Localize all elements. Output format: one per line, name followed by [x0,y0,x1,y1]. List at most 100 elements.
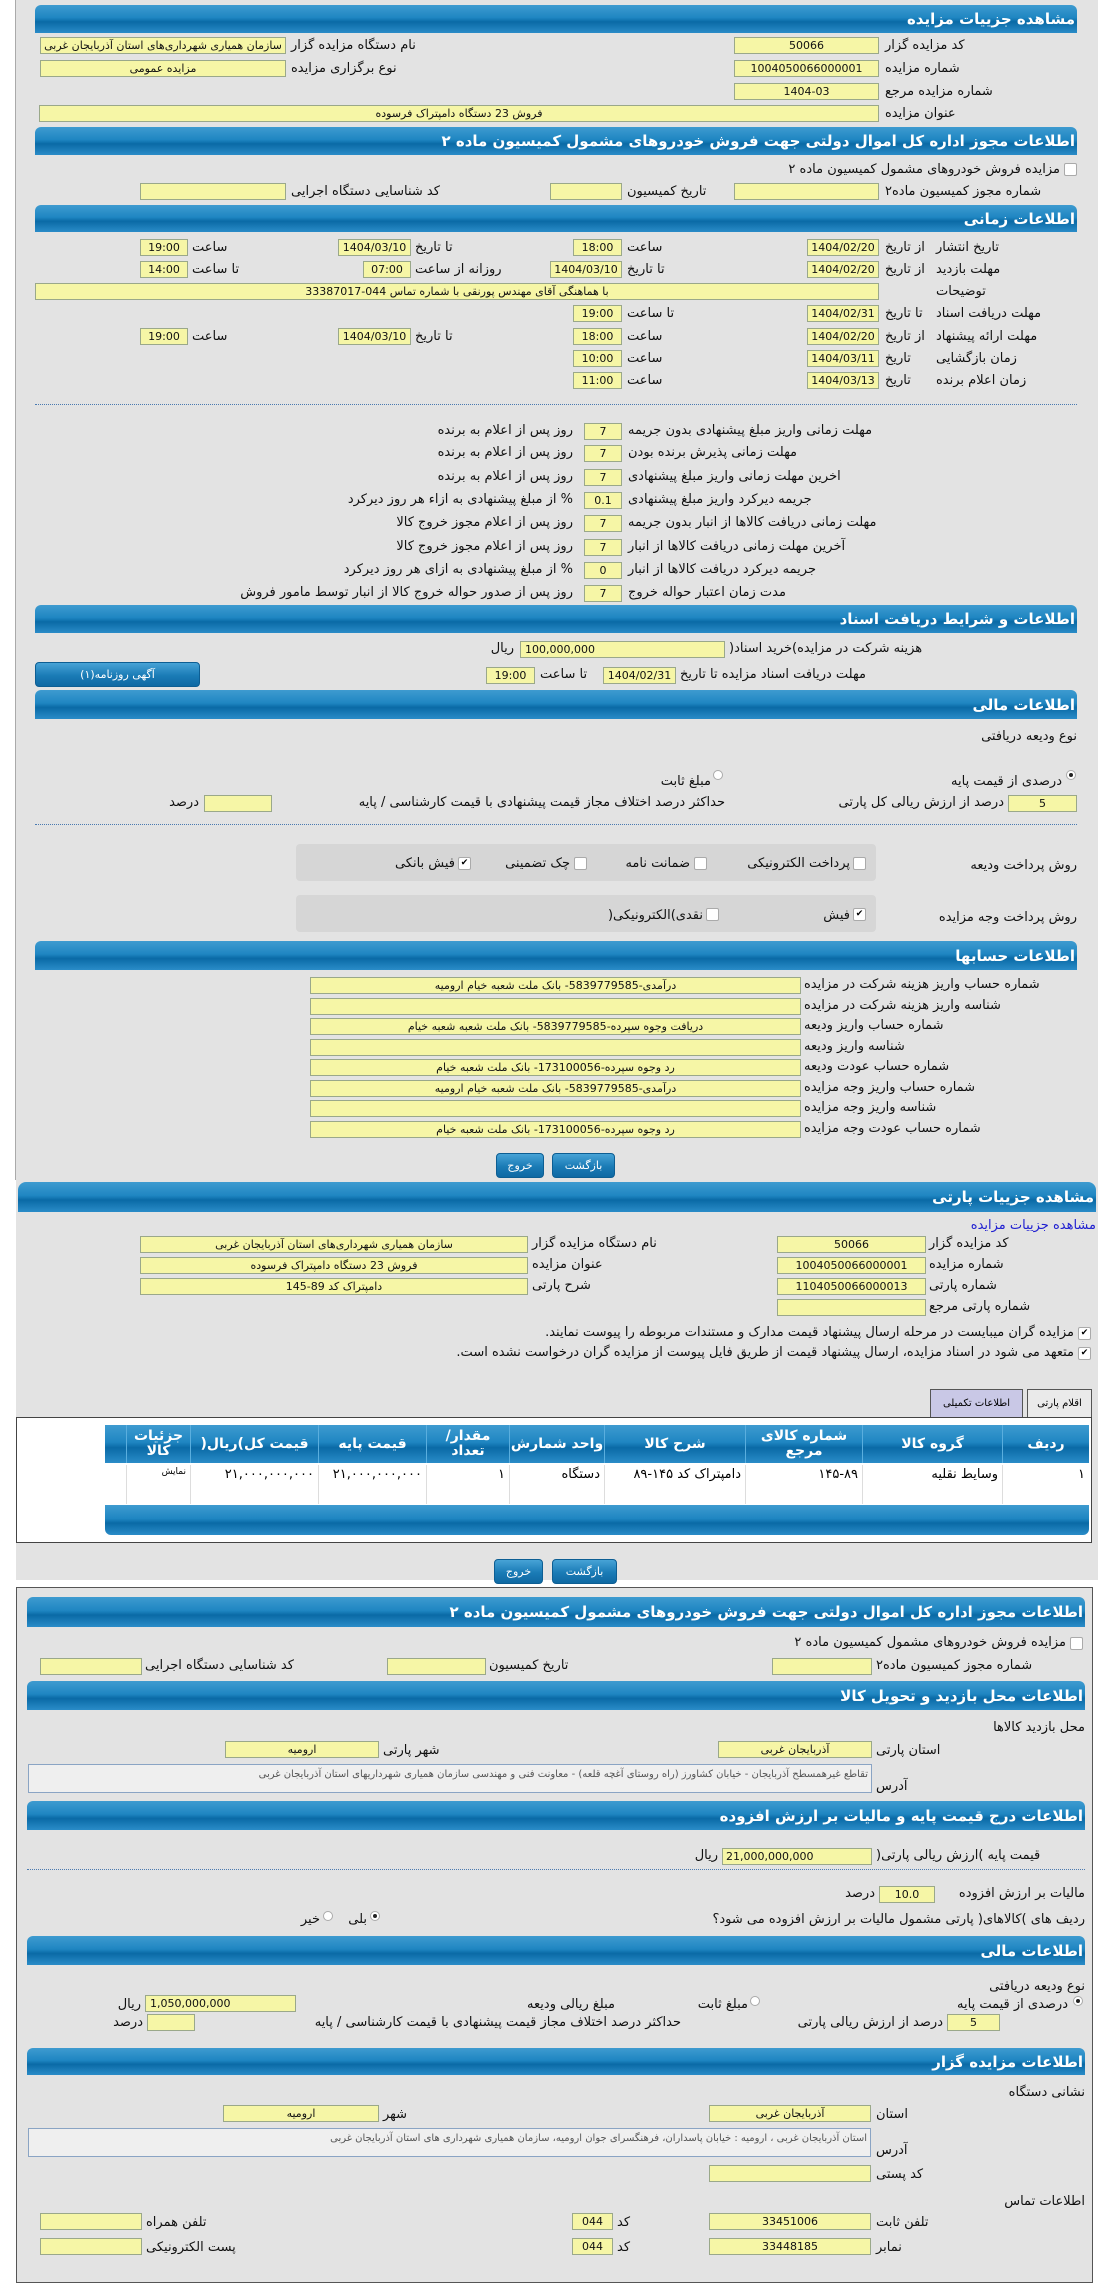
back-button[interactable]: بازگشت [552,1559,617,1584]
winner-label: زمان اعلام برنده [936,373,1027,388]
exec-code-label-2: کد شناسایی دستگاه اجرایی [145,1658,294,1673]
to-date-label: تا تاریخ [415,329,453,344]
term-suffix: % از مبلغ پیشنهادی به ازاء هر روز دیرکرد [347,492,573,507]
exec-code-label: کد شناسایی دستگاه اجرایی [291,184,440,199]
term-suffix: روز پس از اعلام مجوز خروج کالا [396,515,573,530]
tab-extra-info[interactable]: اطلاعات تکمیلی [930,1389,1023,1418]
bank-receipt-checkbox[interactable]: ✔ [458,857,471,870]
lot-ref-field [777,1299,926,1316]
publish-from-time: 18:00 [573,239,622,256]
offer-label: مهلت ارائه پیشنهاد [936,329,1038,344]
publish-label: تاریخ انتشار [936,240,999,255]
show-details-button[interactable]: نمایش [126,1465,190,1504]
permit-checkbox-label: مزایده فروش خودروهای مشمول کمیسیون ماده … [788,162,1060,177]
notes-label: توضیحات [936,284,986,299]
percent-radio-2[interactable] [1073,1996,1083,2006]
documents-deadline-time: 19:00 [486,667,535,684]
back-button[interactable]: بازگشت [552,1153,615,1178]
payment-method-label: روش پرداخت وجه مزایده [938,910,1077,925]
lot-code-label: کد مزایده گزار [929,1236,1009,1251]
permit-number-label: شماره مجوز کمیسیون ماده۲ [885,184,1042,199]
account-label: شناسه واریز ودیعه [804,1039,905,1054]
opening-time: 10:00 [573,350,622,367]
visit-to-date: 1404/03/10 [550,261,622,278]
auctioneer-address-field: استان آذربایجان غربی ، ارومیه : خیابان پ… [28,2128,871,2157]
electronic-payment-checkbox[interactable] [853,857,866,870]
newspaper-ad-button[interactable]: آگهی روزنامه(۱) [35,662,200,687]
publish-from-date: 1404/02/20 [807,239,879,256]
notes-field: با هماهنگی آقای مهندس پورنقی با شماره تم… [35,283,879,300]
term-suffix: روز پس از اعلام به برنده [437,423,573,438]
fax-code-field: 044 [572,2238,613,2255]
fax-field: 33448185 [709,2238,871,2255]
col-header: جزئیات کالا [126,1425,190,1463]
divider [27,1869,1085,1870]
guarantee-checkbox[interactable] [694,857,707,870]
vat-no-label: خیر [300,1912,320,1927]
address-title: نشانی دستگاه [1008,2085,1085,2100]
exit-button[interactable]: خروج [496,1153,544,1178]
offer-from-time: 18:00 [573,328,622,345]
to-date-label: تا تاریخ [885,306,923,321]
tab-lot-items[interactable]: اقلام پارتی [1027,1389,1092,1418]
auction-details-header: مشاهده جزییات مزایده [35,5,1077,33]
base-price-label: قیمت پایه )ارزش ریالی پارتی( [876,1848,1041,1863]
no-attachment-checkbox[interactable]: ✔ [1078,1347,1091,1360]
auction-type-field: مزایده عمومی [40,60,286,77]
fixed-radio-2[interactable] [750,1996,760,2006]
vat-no-radio[interactable] [323,1911,333,1921]
account-label: شماره حساب واریز ودیعه [804,1018,944,1033]
lot-auction-number-label: شماره مزایده [929,1257,1004,1272]
deposit-method-option: چک تضمینی [505,856,570,871]
cell-row-number: ۱ [1002,1465,1089,1504]
lot-province-label: استان پارتی [876,1743,941,1758]
term-suffix: روز پس از اعلام به برنده [437,469,573,484]
fixed-radio[interactable] [713,770,723,780]
max-diff-label-2: حداکثر درصد اختلاف مجاز قیمت پیشنهادی با… [314,2015,681,2030]
receipt-checkbox[interactable]: ✔ [853,908,866,921]
lot-code-field: 50066 [777,1236,926,1253]
vat-yes-radio[interactable] [370,1911,380,1921]
fixed-option-label: مبلغ ثابت [660,774,711,789]
cheque-checkbox[interactable] [574,857,587,870]
commission-date-field [550,183,622,200]
documents-fee-field: 100,000,000 [520,641,725,658]
cash-electronic-checkbox[interactable] [706,908,719,921]
vat-question: ردیف های )کالاهای( پارتی مشمول مالیات بر… [712,1912,1085,1927]
to-date-label: تا تاریخ [415,240,453,255]
docs-deadline-label: مهلت دریافت اسناد [936,306,1042,321]
exit-button[interactable]: خروج [494,1559,543,1584]
vat-field: 10.0 [879,1886,935,1903]
vat-yes-label: بلی [348,1912,367,1927]
term-value: 7 [584,445,622,462]
col-header: ردیف [1002,1425,1089,1463]
deposit-amount-field: 1,050,000,000 [145,1995,296,2012]
lot-number-label: شماره پارتی [929,1278,997,1293]
auction-details-link[interactable]: مشاهده جزییات مزایده [970,1218,1096,1233]
account-field: رد وجوه سپرده-173100056- بانک ملت شعبه خ… [310,1121,801,1138]
permit-checkbox-2[interactable] [1070,1637,1083,1650]
permit-checkbox[interactable] [1064,163,1077,176]
documents-header: اطلاعات و شرایط دریافت اسناد [35,605,1077,633]
col-header: شماره کالای مرجع [745,1425,862,1463]
deposit-percent-label: درصد از ارزش ریالی کل پارتی [838,795,1004,810]
lot-city-field: ارومیه [225,1741,379,1758]
col-header: مقدار/ تعداد [426,1425,509,1463]
city-field: ارومیه [223,2105,379,2122]
deposit-method-label: روش پرداخت ودیعه [970,858,1077,873]
attach-docs-checkbox[interactable]: ✔ [1078,1327,1091,1340]
code-label: کد [617,2215,631,2230]
term-value: 7 [584,585,622,602]
hour-label: ساعت [192,240,228,255]
exec-code-field [140,183,286,200]
payment-method-panel [296,895,876,932]
percent-radio[interactable] [1066,770,1076,780]
lot-desc-label: شرح پارتی [532,1278,591,1293]
lot-subject-field: فروش 23 دستگاه دامپتراک فرسوده [140,1257,528,1274]
lot-subject-label: عنوان مزایده [532,1257,603,1272]
term-suffix: روز پس از اعلام مجوز خروج کالا [396,539,573,554]
auctioneer-address-label: آدرس [876,2143,908,2158]
offer-to-date: 1404/03/10 [338,328,411,345]
lot-province-field: آذربایجان غربی [718,1741,872,1758]
